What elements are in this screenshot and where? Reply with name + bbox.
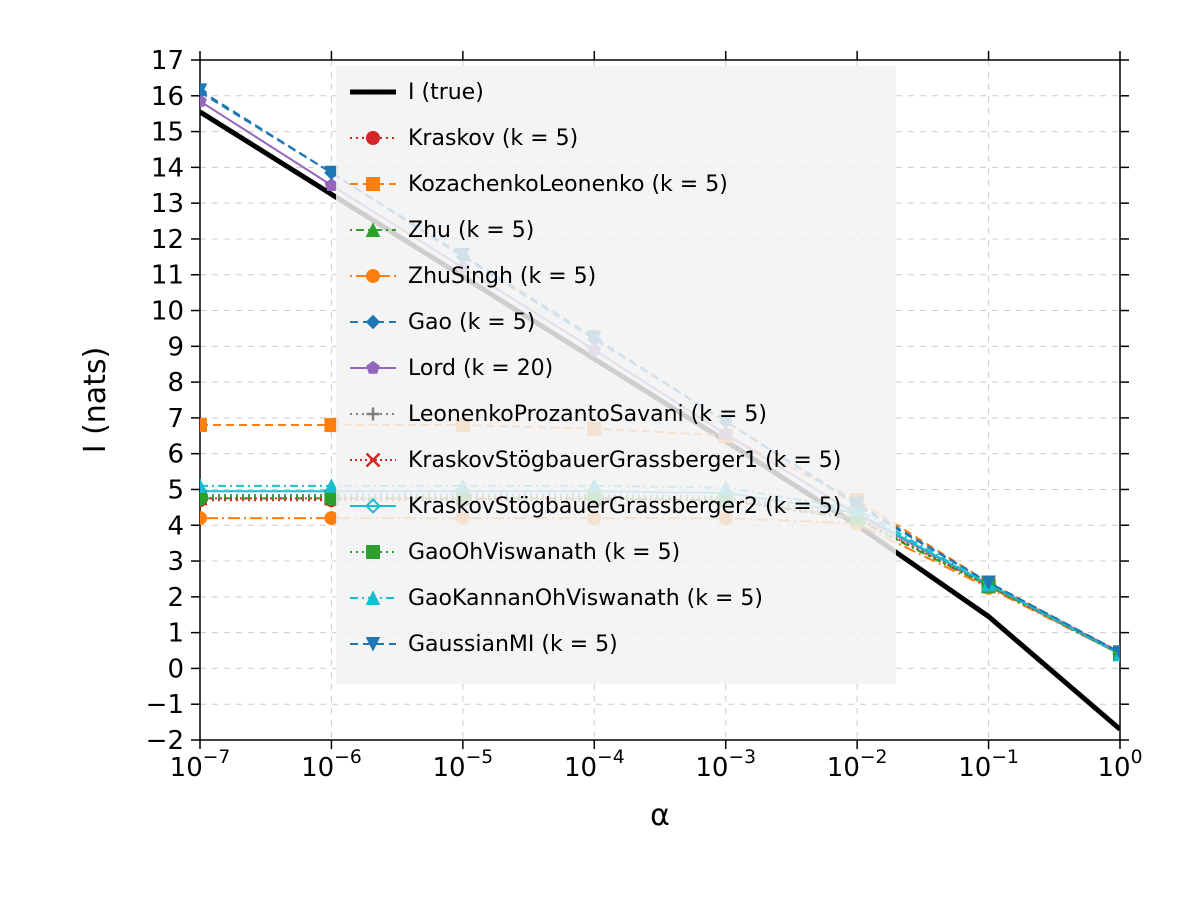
- legend-label: KraskovStögbauerGrassberger1 (k = 5): [408, 448, 841, 473]
- y-tick-label: 8: [167, 368, 184, 398]
- legend-label: Kraskov (k = 5): [408, 126, 578, 151]
- y-tick-label: 9: [167, 332, 184, 362]
- y-tick-label: 7: [167, 404, 184, 434]
- y-tick-label: −2: [146, 726, 184, 756]
- y-tick-label: 10: [151, 297, 184, 327]
- y-axis-label: I (nats): [78, 347, 113, 454]
- chart-svg: 10−710−610−510−410−310−210−1100−2−101234…: [0, 0, 1200, 900]
- chart-container: 10−710−610−510−410−310−210−1100−2−101234…: [0, 0, 1200, 900]
- legend-label: Gao (k = 5): [408, 310, 535, 335]
- y-tick-label: 11: [151, 261, 184, 291]
- y-tick-label: 14: [151, 153, 184, 183]
- legend-label: I (true): [408, 80, 484, 105]
- y-tick-label: 0: [167, 654, 184, 684]
- legend-label: GaoKannanOhViswanath (k = 5): [408, 586, 763, 611]
- y-tick-label: 3: [167, 547, 184, 577]
- y-tick-label: 12: [151, 225, 184, 255]
- y-tick-label: 17: [151, 46, 184, 76]
- y-tick-label: 4: [167, 511, 184, 541]
- x-axis-label: α: [650, 798, 670, 833]
- legend-label: LeonenkoProzantoSavani (k = 5): [408, 402, 767, 427]
- y-tick-label: 1: [167, 619, 184, 649]
- legend-label: KozachenkoLeonenko (k = 5): [408, 172, 728, 197]
- y-tick-label: 15: [151, 118, 184, 148]
- legend-label: GaoOhViswanath (k = 5): [408, 540, 680, 565]
- legend-label: GaussianMI (k = 5): [408, 632, 618, 657]
- legend-label: KraskovStögbauerGrassberger2 (k = 5): [408, 494, 841, 519]
- legend-label: Lord (k = 20): [408, 356, 553, 381]
- legend-label: ZhuSingh (k = 5): [408, 264, 596, 289]
- y-tick-label: −1: [146, 690, 184, 720]
- y-tick-label: 2: [167, 583, 184, 613]
- legend-label: Zhu (k = 5): [408, 218, 534, 243]
- y-tick-label: 13: [151, 189, 184, 219]
- y-tick-label: 16: [151, 82, 184, 112]
- y-tick-label: 5: [167, 475, 184, 505]
- y-tick-label: 6: [167, 440, 184, 470]
